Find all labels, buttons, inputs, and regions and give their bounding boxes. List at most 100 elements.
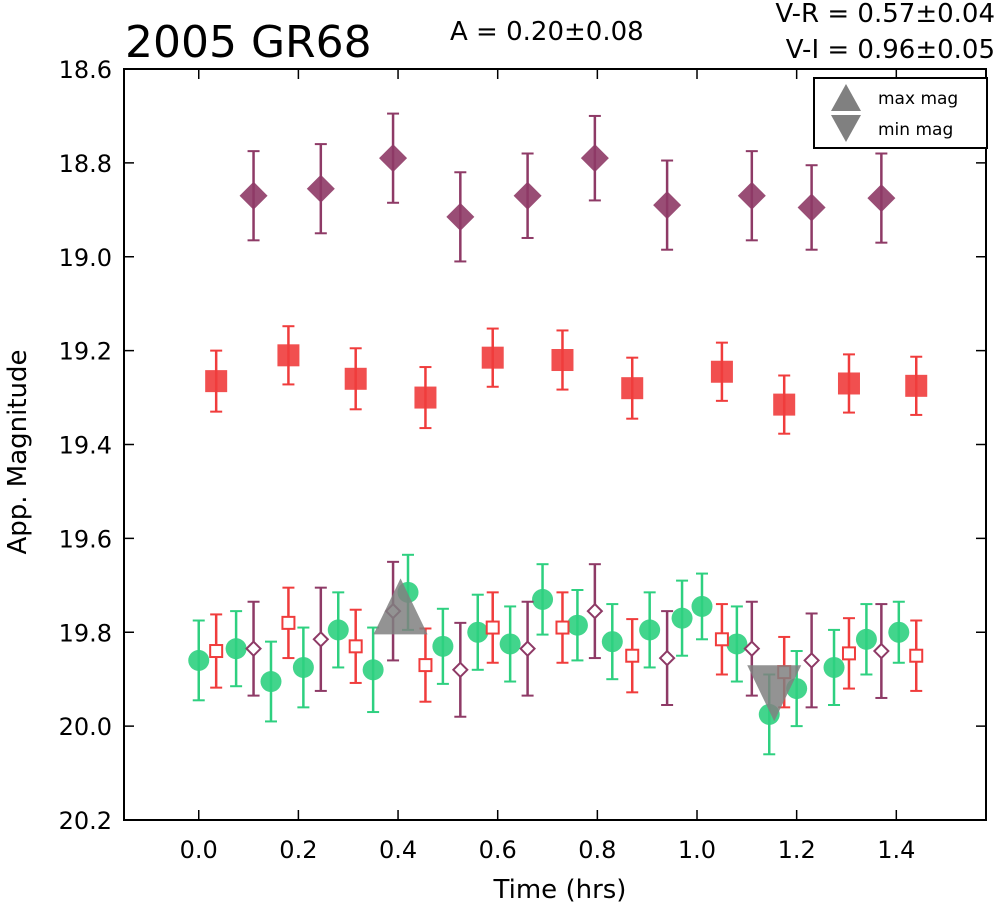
x-tick-label: 0.8 (578, 836, 616, 864)
square-marker (414, 386, 437, 409)
open-diamond-marker (743, 640, 761, 658)
circle-marker (823, 656, 845, 678)
series-circle-filled (188, 553, 910, 756)
y-tick-label: 19.0 (59, 244, 112, 272)
circle-marker (532, 588, 554, 610)
square-marker (773, 393, 796, 416)
diamond-marker (737, 181, 766, 210)
color-vr-label: V-R = 0.57±0.04 (775, 0, 995, 29)
diamond-marker (306, 174, 335, 203)
color-vi-label: V-I = 0.96±0.05 (786, 35, 995, 65)
circle-marker (225, 638, 247, 660)
open-square-marker (625, 648, 640, 663)
open-diamond-marker (245, 640, 262, 658)
circle-marker (188, 649, 210, 671)
square-marker (837, 372, 860, 395)
x-tick-label: 1.0 (678, 836, 716, 864)
open-square-marker (418, 658, 433, 673)
open-square-marker (714, 632, 729, 647)
circle-marker (726, 633, 748, 655)
legend-box (813, 77, 988, 149)
diamond-marker (379, 144, 408, 173)
max-mag-marker (373, 578, 428, 635)
circle-marker (639, 619, 661, 641)
x-tick-label: 1.4 (877, 836, 915, 864)
y-tick-label: 19.4 (59, 432, 112, 460)
legend: max mag min mag (813, 77, 988, 149)
open-diamond-marker (519, 640, 537, 658)
x-tick-label: 0.0 (180, 836, 218, 864)
x-tick-label: 0.4 (379, 836, 417, 864)
min-mag-marker (747, 665, 802, 722)
diamond-marker (513, 181, 542, 210)
circle-marker (855, 628, 877, 650)
open-diamond-marker (312, 630, 330, 648)
open-diamond-marker (586, 602, 604, 620)
y-tick-label: 20.2 (59, 807, 112, 835)
open-square-marker (841, 646, 856, 661)
x-axis-label: Time (hrs) (493, 875, 627, 904)
diamond-marker (239, 181, 268, 210)
circle-marker (566, 614, 588, 636)
x-axis-ticks: 0.0 0.2 0.4 0.6 0.8 1.0 1.2 1.4 (180, 69, 915, 864)
y-tick-label: 18.6 (59, 56, 112, 84)
open-square-marker (555, 620, 570, 635)
plot-frame (123, 68, 987, 821)
circle-marker (499, 633, 521, 655)
y-axis-label: App. Magnitude (3, 349, 33, 554)
circle-marker (601, 631, 623, 653)
circle-marker (691, 595, 713, 617)
circle-marker (327, 619, 349, 641)
legend-max-mag-icon (831, 84, 861, 111)
y-tick-label: 19.2 (59, 338, 112, 366)
y-tick-label: 18.8 (59, 150, 112, 178)
y-tick-label: 19.8 (59, 619, 112, 647)
open-diamond-marker (872, 642, 890, 660)
open-square-marker (485, 620, 500, 635)
legend-max-mag-label: max mag (878, 89, 958, 109)
chart-title: 2005 GR68 (125, 17, 372, 68)
open-diamond-marker (658, 649, 676, 667)
circle-marker (888, 621, 910, 643)
circle-marker (362, 659, 384, 681)
diamond-marker (653, 191, 682, 220)
circle-marker (467, 621, 489, 643)
series-square-filled (205, 325, 928, 435)
series-diamond-filled (239, 112, 896, 263)
diamond-marker (446, 202, 475, 231)
y-tick-label: 20.0 (59, 713, 112, 741)
circle-marker (671, 607, 693, 629)
y-axis-ticks: 18.6 18.8 19.0 19.2 19.4 19.6 19.8 20.0 20.2 (59, 56, 986, 835)
square-marker (205, 370, 228, 393)
open-square-marker (209, 644, 224, 659)
square-marker (481, 346, 504, 369)
legend-min-mag-icon (831, 115, 861, 142)
circle-marker (432, 635, 454, 657)
square-marker (710, 360, 733, 383)
diamond-marker (797, 193, 826, 222)
x-tick-label: 0.6 (479, 836, 517, 864)
diamond-marker (580, 144, 609, 173)
series-diamond-open (245, 560, 890, 718)
open-square-marker (348, 639, 363, 654)
y-tick-label: 19.6 (59, 525, 112, 553)
square-marker (344, 367, 367, 390)
square-marker (621, 377, 644, 400)
amplitude-label: A = 0.20±0.08 (450, 17, 644, 47)
square-marker (905, 374, 928, 397)
open-square-marker (909, 648, 924, 663)
open-diamond-marker (803, 651, 821, 669)
square-marker (551, 349, 574, 372)
legend-min-mag-label: min mag (878, 120, 953, 140)
circle-marker (260, 671, 282, 693)
diamond-marker (867, 184, 896, 213)
x-tick-label: 1.2 (778, 836, 816, 864)
series-square-open (209, 586, 924, 709)
x-tick-label: 0.2 (279, 836, 317, 864)
data-marks (188, 112, 928, 756)
square-marker (277, 344, 300, 367)
circle-marker (292, 656, 314, 678)
open-diamond-marker (451, 661, 469, 679)
open-square-marker (281, 615, 296, 630)
